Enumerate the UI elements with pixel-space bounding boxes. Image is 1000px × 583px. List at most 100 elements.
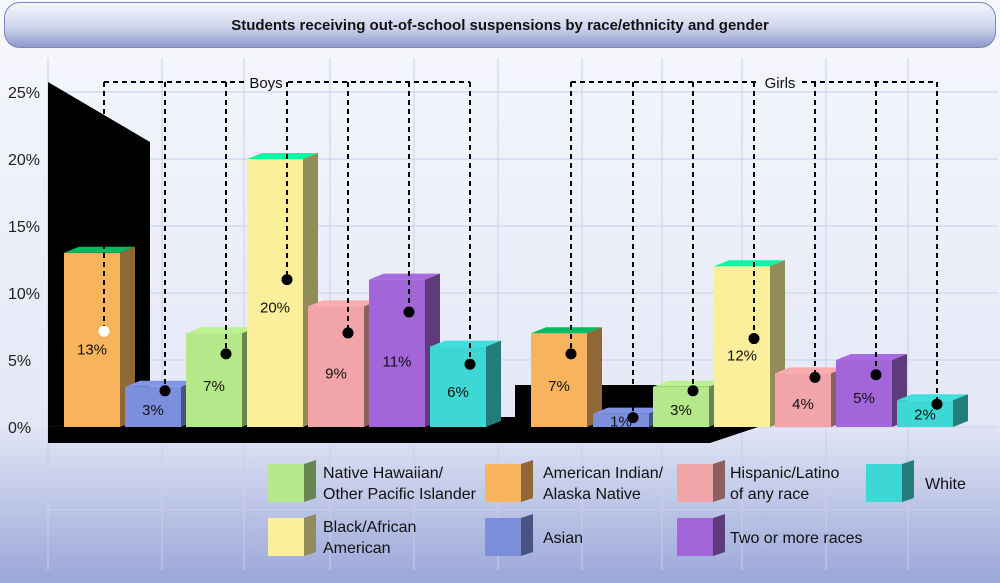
bars: 13% 3% 7% 20% 9% 11% 6% 7% 1% 3% 12% 4% 5% 2% <box>64 153 968 430</box>
y-tick-label: 15% <box>8 219 40 236</box>
bar-value-label: 1% <box>610 413 632 430</box>
legend-label: of any race <box>730 486 809 503</box>
callout-dot <box>870 369 882 381</box>
bar-side <box>120 246 135 427</box>
callout-dot <box>464 358 476 370</box>
bar-front <box>308 306 364 427</box>
legend-item: Asian <box>485 514 583 556</box>
bar <box>836 354 907 427</box>
legend-label: Alaska Native <box>543 486 641 503</box>
y-tick-label: 20% <box>8 152 40 169</box>
y-tick-label: 0% <box>8 420 31 437</box>
bar-front <box>897 400 953 427</box>
bar <box>714 260 785 427</box>
callout-dot <box>98 325 110 337</box>
bar-top <box>369 273 440 280</box>
bar-value-label: 5% <box>853 390 875 407</box>
bar-front <box>714 266 770 427</box>
legend-swatch <box>677 518 713 556</box>
y-axis: 0% 5% 10% 15% 20% 25% <box>8 85 40 437</box>
bar-front <box>653 386 709 427</box>
bar-top <box>593 407 664 414</box>
legend: Native Hawaiian/Other Pacific Islander Am… <box>268 460 966 557</box>
legend-item: Hispanic/Latino of any race <box>677 460 840 503</box>
bar-top <box>714 260 785 267</box>
bar <box>531 327 602 427</box>
legend-item: Native Hawaiian/Other Pacific Islander <box>268 460 477 503</box>
callout-dot <box>220 348 232 360</box>
y-tick-label: 25% <box>8 85 40 102</box>
bar-top <box>308 300 379 307</box>
bar-top <box>186 327 257 334</box>
chart-floor-plane <box>48 385 788 443</box>
legend-label: Other Pacific Islander <box>323 486 477 503</box>
bar-side <box>587 327 602 427</box>
group-label: Girls <box>765 75 796 92</box>
legend-swatch <box>866 464 902 502</box>
legend-swatch <box>485 518 521 556</box>
bar-value-label: 2% <box>914 407 936 424</box>
bar-front <box>186 333 242 427</box>
legend-swatch-side <box>902 460 914 502</box>
bar-front <box>369 279 425 427</box>
legend-swatch-side <box>521 514 533 556</box>
legend-swatch <box>677 464 713 502</box>
bar <box>430 340 501 427</box>
callout-dot <box>159 385 171 397</box>
bar <box>308 300 379 427</box>
bar-side <box>953 394 968 427</box>
legend-swatch-side <box>304 460 316 502</box>
callout-dot <box>809 371 821 383</box>
bar-top <box>836 354 907 360</box>
callout-dot <box>342 327 354 339</box>
bar-top <box>430 340 501 347</box>
callout-dot <box>403 306 415 318</box>
bar <box>247 153 318 427</box>
legend-swatch-side <box>304 514 316 556</box>
bar-top <box>897 394 968 401</box>
legend-swatch <box>485 464 521 502</box>
legend-label: Native Hawaiian/ <box>323 465 444 482</box>
bar-front <box>64 252 120 427</box>
legend-swatch-side <box>713 460 725 502</box>
bar-top <box>247 153 318 159</box>
bar-value-label: 3% <box>670 402 692 419</box>
chart-title: Students receiving out-of-school suspens… <box>4 2 996 48</box>
y-tick-label: 10% <box>8 286 40 303</box>
bar-top <box>775 367 846 374</box>
legend-swatch <box>268 464 304 502</box>
callout-dot <box>281 274 293 286</box>
callout-dot <box>687 385 699 397</box>
bar-value-label: 7% <box>548 378 570 395</box>
bar-top <box>64 246 135 253</box>
group-label: Boys <box>249 75 282 92</box>
legend-label: Black/African <box>323 519 416 536</box>
legend-label: American Indian/ <box>543 465 664 482</box>
legend-item: Black/African American <box>268 514 416 557</box>
legend-label: White <box>925 476 966 493</box>
legend-item: Two or more races <box>677 514 862 556</box>
bar-value-label: 7% <box>203 378 225 395</box>
bar-top <box>653 380 724 387</box>
callout-dot <box>931 398 943 410</box>
bar-value-label: 13% <box>77 342 107 359</box>
bar <box>64 246 135 427</box>
bar-side <box>486 340 501 427</box>
bar-value-label: 3% <box>142 402 164 419</box>
bar-front <box>125 386 181 427</box>
bar-value-label: 4% <box>792 396 814 413</box>
bar-top <box>531 327 602 334</box>
bar-value-label: 9% <box>325 366 347 383</box>
bar-value-label: 12% <box>727 348 757 365</box>
bar-top <box>125 380 196 387</box>
callouts: Boys Girls <box>98 75 943 424</box>
y-tick-label: 5% <box>8 353 31 370</box>
legend-label: American <box>323 540 391 557</box>
bar-value-label: 20% <box>260 299 290 316</box>
legend-swatch-side <box>713 514 725 556</box>
callout-dot <box>565 348 577 360</box>
bar-front <box>775 373 831 427</box>
legend-swatch-side <box>521 460 533 502</box>
bar-front <box>531 333 587 427</box>
